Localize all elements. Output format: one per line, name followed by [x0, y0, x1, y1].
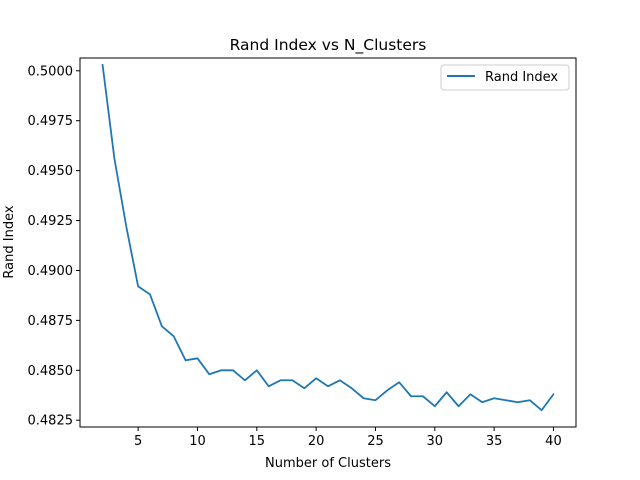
x-tick-label-20: 20 [308, 434, 325, 449]
x-axis-label: Number of Clusters [265, 456, 391, 471]
legend: Rand Index [440, 64, 570, 91]
x-tick-label-25: 25 [367, 434, 384, 449]
x-tick-label-35: 35 [486, 434, 503, 449]
y-axis-label: Rand Index [2, 205, 17, 278]
legend-box [440, 64, 570, 91]
y-axis: 0.4825 0.4850 0.4875 0.4900 0.4925 0.4950 0.49… [28, 64, 80, 429]
y-tick-label-5: 0.4950 [28, 164, 74, 179]
y-tick-label-2: 0.4875 [28, 314, 74, 329]
x-tick-label-15: 15 [249, 434, 266, 449]
y-tick-label-1: 0.4850 [28, 364, 74, 379]
y-tick-label-0: 0.4825 [28, 414, 74, 429]
x-tick-label-5: 5 [134, 434, 142, 449]
y-tick-label-4: 0.4925 [28, 214, 74, 229]
x-axis: 5 10 15 20 25 30 35 40 [134, 427, 562, 449]
chart-title: Rand Index vs N_Clusters [230, 36, 427, 55]
x-tick-label-10: 10 [189, 434, 206, 449]
plot-area [101, 63, 555, 412]
y-tick-label-3: 0.4900 [28, 264, 74, 279]
series-line-0 [101, 63, 555, 412]
x-tick-label-30: 30 [427, 434, 444, 449]
x-tick-label-40: 40 [545, 434, 562, 449]
y-tick-label-7: 0.5000 [28, 64, 74, 79]
legend-label: Rand Index [485, 70, 558, 85]
y-tick-label-6: 0.4975 [28, 114, 74, 129]
axes-frame [79, 57, 577, 428]
